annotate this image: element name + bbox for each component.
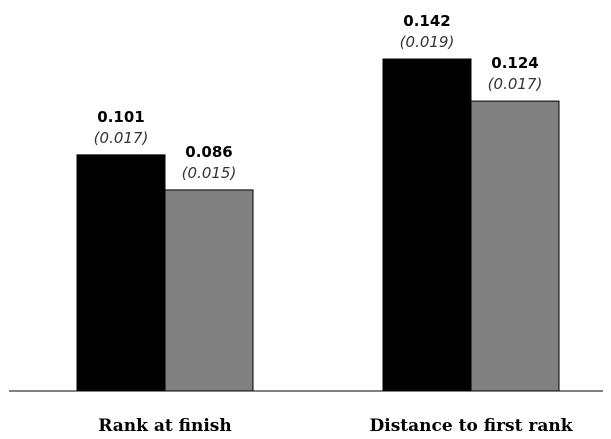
value-label: 0.086	[185, 143, 232, 161]
standard-error-label: (0.017)	[94, 129, 149, 147]
category-label: Distance to first rank	[370, 416, 574, 436]
bar-series-2-0	[164, 189, 254, 392]
standard-error-label: (0.019)	[400, 33, 455, 51]
value-label: 0.124	[491, 54, 538, 72]
category-label: Rank at finish	[98, 416, 232, 436]
bar-series-1-0	[76, 154, 166, 392]
bar-series-2-1	[470, 100, 560, 392]
standard-error-label: (0.017)	[488, 75, 543, 93]
value-label: 0.101	[97, 108, 144, 126]
bars-group	[76, 58, 560, 392]
labels-group: 0.101 (0.017) 0.086 (0.015) Rank at finish 0.…	[94, 12, 574, 436]
standard-error-label: (0.015)	[182, 164, 237, 182]
value-label: 0.142	[403, 12, 450, 30]
bar-series-1-1	[382, 58, 472, 392]
